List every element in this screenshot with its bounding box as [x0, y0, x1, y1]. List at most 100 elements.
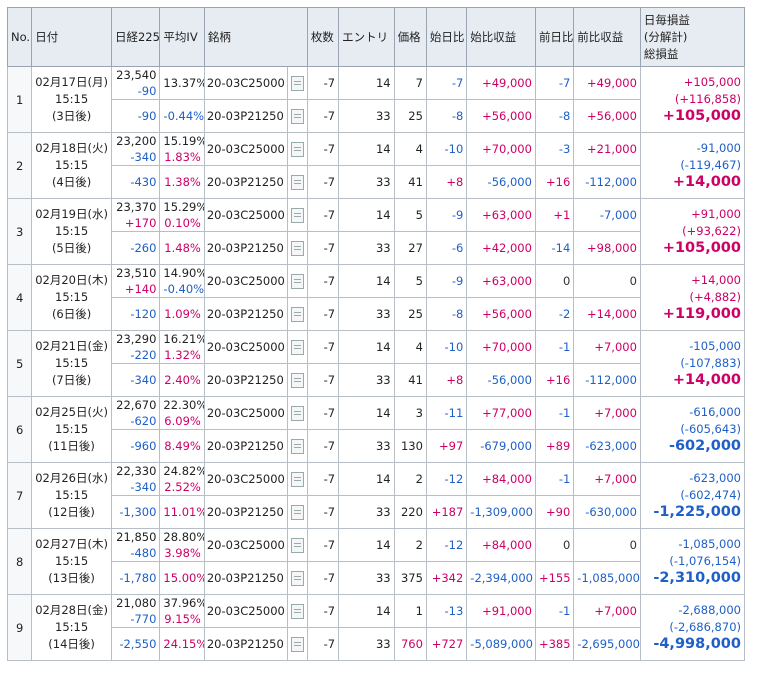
prev-diff: -8: [534, 99, 575, 133]
row-no: 8: [6, 528, 33, 595]
document-icon[interactable]: [286, 330, 308, 364]
qty: -7: [306, 396, 340, 430]
start-profit: -56,000: [466, 165, 536, 199]
prev-diff: -3: [534, 132, 575, 166]
nikkei-value: 21,080 -770: [110, 594, 161, 628]
start-diff: -9: [425, 264, 468, 298]
issue-name: 20-03C25000: [203, 66, 288, 100]
iv-diff-prev: 0.10%: [164, 216, 201, 230]
document-icon[interactable]: [286, 561, 308, 595]
table-row: 6 02月25日(火) 15:15 (11日後) 22,670 -620 22.…: [6, 396, 746, 463]
document-icon[interactable]: [286, 264, 308, 298]
entry-price: 33: [338, 231, 395, 265]
nikkei-price: 22,330: [116, 464, 157, 478]
iv-average: 16.21%: [163, 332, 205, 346]
start-diff: +8: [425, 165, 468, 199]
row-no: 3: [6, 198, 33, 265]
row-date-day: 02月18日(火): [35, 141, 108, 155]
col-total: 日毎損益 (分解計) 総損益: [639, 7, 746, 67]
document-icon[interactable]: [286, 462, 308, 496]
iv-diff-start: 2.40%: [159, 363, 205, 397]
current-price: 2: [393, 528, 427, 562]
start-diff: -10: [425, 330, 468, 364]
col-prev-diff: 前日比: [534, 7, 575, 67]
total-sum: +119,000: [662, 306, 741, 322]
total-sum: +14,000: [672, 174, 741, 190]
total-sum: +14,000: [672, 372, 741, 388]
document-icon[interactable]: [286, 594, 308, 628]
document-icon[interactable]: [286, 495, 308, 529]
current-price: 2: [393, 462, 427, 496]
document-icon[interactable]: [286, 528, 308, 562]
iv-diff-start: 15.00%: [159, 561, 205, 595]
prev-profit: -630,000: [573, 495, 641, 529]
row-date-elapsed: (6日後): [51, 307, 92, 321]
prev-profit: +7,000: [573, 462, 641, 496]
current-price: 25: [393, 99, 427, 133]
total-sum: -2,310,000: [653, 570, 741, 586]
nikkei-value: 23,540 -90: [110, 66, 161, 100]
entry-price: 14: [338, 198, 395, 232]
table-row: 8 02月27日(木) 15:15 (13日後) 21,850 -480 28.…: [6, 528, 746, 595]
nikkei-value: 23,370 +170: [110, 198, 161, 232]
start-profit: +56,000: [466, 99, 536, 133]
row-date-time: 15:15: [55, 224, 89, 238]
table-row: -260 1.48% 20-03P21250 -7 33 27 -6 +42,000 -14 +9…: [8, 231, 745, 265]
current-price: 130: [393, 429, 427, 463]
row-date: 02月18日(火) 15:15 (4日後): [31, 132, 112, 199]
start-diff: -7: [425, 66, 468, 100]
row-no: 2: [6, 132, 33, 199]
col-start-profit: 始比収益: [466, 7, 536, 67]
prev-profit: +14,000: [573, 297, 641, 331]
total-sum: -602,000: [668, 438, 741, 454]
nikkei-diff-prev: -620: [130, 414, 157, 428]
table-row: 1 02月17日(月) 15:15 (3日後) 23,540 -90 13.37…: [6, 66, 746, 133]
iv-diff-prev: 2.52%: [164, 480, 201, 494]
prev-profit: -1,085,000: [573, 561, 641, 595]
start-profit: +70,000: [466, 132, 536, 166]
start-diff: -12: [425, 462, 468, 496]
start-profit: +70,000: [466, 330, 536, 364]
document-icon[interactable]: [286, 231, 308, 265]
document-icon[interactable]: [286, 429, 308, 463]
document-icon[interactable]: [286, 132, 308, 166]
table-row: -2,550 24.15% 20-03P21250 -7 33 760 +727 -5,089…: [8, 627, 745, 661]
total-breakdown: (-119,467): [680, 158, 741, 172]
total-breakdown: (-602,474): [680, 488, 741, 502]
document-icon[interactable]: [286, 198, 308, 232]
current-price: 220: [393, 495, 427, 529]
iv-value: 14.90% -0.40%: [159, 264, 205, 298]
row-date-elapsed: (12日後): [48, 505, 95, 519]
total-breakdown: (-605,643): [680, 422, 741, 436]
document-icon[interactable]: [286, 297, 308, 331]
prev-diff: -1: [534, 462, 575, 496]
document-icon[interactable]: [286, 396, 308, 430]
table-row: -90 -0.44% 20-03P21250 -7 33 25 -8 +56,000 -8 +56…: [8, 99, 745, 133]
col-entry: エントリ: [338, 7, 395, 67]
document-icon[interactable]: [286, 99, 308, 133]
document-icon[interactable]: [286, 66, 308, 100]
issue-name: 20-03C25000: [203, 330, 288, 364]
nikkei-value: 23,510 +140: [110, 264, 161, 298]
issue-name: 20-03P21250: [203, 99, 288, 133]
entry-price: 14: [338, 132, 395, 166]
nikkei-diff-start: -1,780: [110, 561, 161, 595]
prev-profit: +98,000: [573, 231, 641, 265]
current-price: 25: [393, 297, 427, 331]
entry-price: 33: [338, 429, 395, 463]
start-profit: -679,000: [466, 429, 536, 463]
document-icon[interactable]: [286, 627, 308, 661]
nikkei-value: 22,330 -340: [110, 462, 161, 496]
col-qty: 枚数: [306, 7, 340, 67]
nikkei-diff-prev: -340: [130, 150, 157, 164]
nikkei-diff-start: -260: [110, 231, 161, 265]
prev-profit: 0: [573, 264, 641, 298]
qty: -7: [306, 627, 340, 661]
entry-price: 14: [338, 462, 395, 496]
nikkei-price: 23,540: [116, 68, 157, 82]
nikkei-price: 23,290: [116, 332, 157, 346]
start-diff: +342: [425, 561, 468, 595]
document-icon[interactable]: [286, 363, 308, 397]
document-icon[interactable]: [286, 165, 308, 199]
table-row: 4 02月20日(木) 15:15 (6日後) 23,510 +140 14.9…: [6, 264, 746, 331]
